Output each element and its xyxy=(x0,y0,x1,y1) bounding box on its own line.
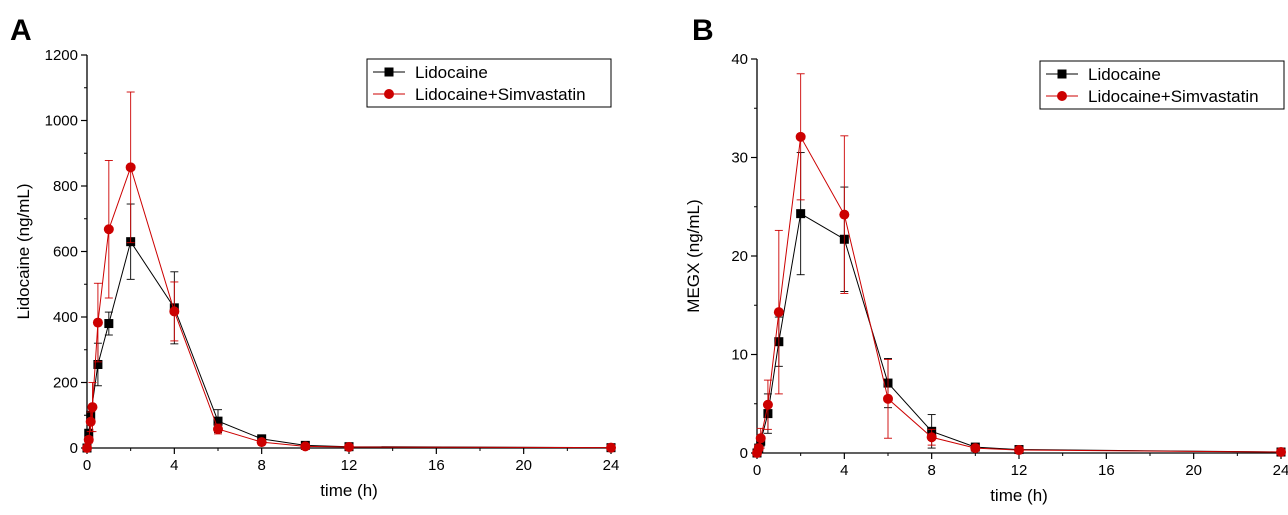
y-tick-label: 0 xyxy=(740,445,748,462)
x-axis-title: time (h) xyxy=(990,486,1048,505)
data-point xyxy=(82,443,92,453)
x-tick-label: 12 xyxy=(341,457,358,474)
data-point xyxy=(753,443,764,454)
y-tick-label: 30 xyxy=(731,150,748,167)
legend-marker xyxy=(384,67,394,77)
data-point xyxy=(103,224,114,235)
x-axis-title: time (h) xyxy=(320,481,378,500)
data-point xyxy=(344,442,354,453)
x-tick-label: 24 xyxy=(603,457,620,474)
x-tick-label: 20 xyxy=(515,457,532,474)
data-point xyxy=(83,434,94,445)
data-point xyxy=(795,131,806,142)
series-lidocaine xyxy=(752,152,1286,458)
y-tick-label: 200 xyxy=(53,375,78,392)
x-tick-label: 12 xyxy=(1011,462,1028,479)
data-point xyxy=(256,437,267,448)
y-tick-label: 800 xyxy=(53,178,78,195)
series-line xyxy=(86,240,612,449)
data-point xyxy=(104,319,114,329)
data-point xyxy=(755,433,766,444)
y-tick-label: 40 xyxy=(731,51,748,68)
legend: Lidocaine Lidocaine+Simvastatin xyxy=(1039,60,1285,110)
y-axis-title: MEGX (ng/mL) xyxy=(684,199,703,312)
data-point xyxy=(85,416,96,427)
legend-box xyxy=(366,58,612,108)
x-tick-label: 8 xyxy=(927,462,935,479)
x-tick-label: 24 xyxy=(1273,462,1288,479)
data-point xyxy=(796,209,806,219)
data-point xyxy=(1276,447,1286,458)
series-lidocaine-simvastatin xyxy=(82,91,616,453)
x-tick-label: 4 xyxy=(170,457,178,474)
legend-marker xyxy=(384,89,394,99)
legend-box xyxy=(1039,60,1285,110)
data-point xyxy=(773,307,784,318)
legend-label: Lidocaine+Simvastatin xyxy=(1088,87,1259,106)
y-tick-label: 1000 xyxy=(45,113,78,130)
data-point xyxy=(300,441,311,452)
data-point xyxy=(606,442,616,453)
data-point xyxy=(87,402,98,413)
data-point xyxy=(926,432,937,443)
x-tick-label: 16 xyxy=(428,457,445,474)
y-tick-label: 1200 xyxy=(45,47,78,64)
data-point xyxy=(970,443,981,454)
x-tick-label: 0 xyxy=(83,457,91,474)
legend-label: Lidocaine xyxy=(415,63,488,82)
y-tick-label: 600 xyxy=(53,244,78,261)
data-point xyxy=(839,209,850,220)
data-point xyxy=(1014,445,1024,456)
y-axis-title: Lidocaine (ng/mL) xyxy=(14,183,33,319)
x-tick-label: 16 xyxy=(1098,462,1115,479)
legend: Lidocaine Lidocaine+Simvastatin xyxy=(366,58,612,108)
series-line xyxy=(756,212,1282,454)
x-tick-label: 4 xyxy=(840,462,848,479)
legend-label: Lidocaine+Simvastatin xyxy=(415,85,586,104)
panel-b: B 0 10 20 30 40 0 4 8 12 16 20 24 time (h) MEGX (ng/mL… xyxy=(684,14,1288,505)
data-point xyxy=(762,399,773,410)
data-point xyxy=(213,424,223,435)
data-point xyxy=(84,428,94,438)
series-line xyxy=(86,165,612,449)
y-tick-label: 0 xyxy=(70,440,78,457)
data-point xyxy=(125,162,136,173)
y-tick-label: 20 xyxy=(731,248,748,265)
y-tick-label: 400 xyxy=(53,309,78,326)
legend-label: Lidocaine xyxy=(1088,65,1161,84)
data-point xyxy=(92,317,103,328)
data-point xyxy=(883,393,893,404)
panel-letter: A xyxy=(10,14,32,47)
series-lidocaine-simvastatin xyxy=(752,73,1286,458)
panel-letter: B xyxy=(692,14,714,47)
y-tick-label: 10 xyxy=(731,347,748,364)
x-tick-label: 0 xyxy=(753,462,761,479)
series-line xyxy=(756,135,1282,454)
legend-marker xyxy=(1057,91,1067,101)
legend-marker xyxy=(1057,69,1067,79)
x-tick-label: 20 xyxy=(1185,462,1202,479)
data-point xyxy=(213,416,223,426)
series-lidocaine xyxy=(82,203,616,453)
data-point xyxy=(169,306,180,317)
data-point xyxy=(93,359,103,369)
x-tick-label: 8 xyxy=(257,457,265,474)
panel-a: A 0 200 400 600 800 1000 1200 0 4 8 12 16 20 24 time (h… xyxy=(10,14,619,500)
